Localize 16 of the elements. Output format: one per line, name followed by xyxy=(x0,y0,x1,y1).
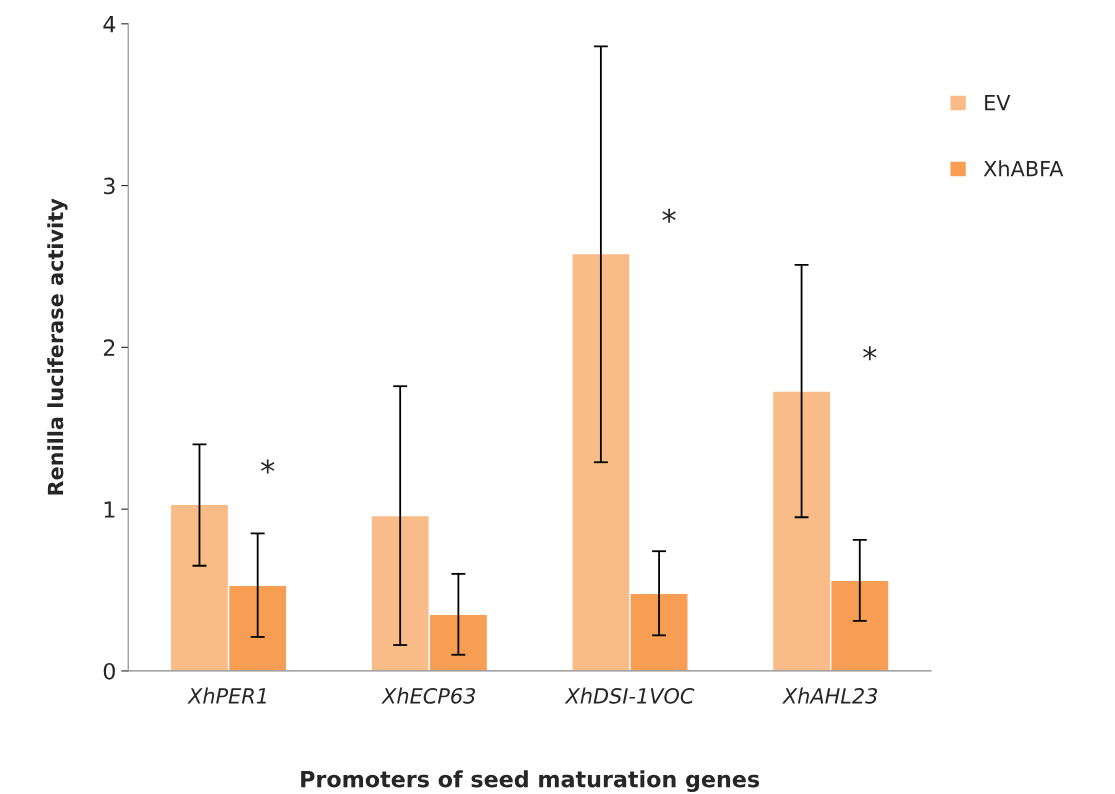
y-tick-label: 3 xyxy=(103,177,115,195)
y-tick-label: 0 xyxy=(103,662,115,680)
annotation: * xyxy=(863,346,877,361)
legend-label: XhABFA xyxy=(983,160,1064,177)
annotation: * xyxy=(662,208,676,223)
x-tick-label: XhPER1 xyxy=(187,687,266,704)
annotation: * xyxy=(260,459,275,474)
x-axis-title: Promoters of seed maturation genes xyxy=(301,770,760,792)
y-axis-title: Renilla luciferase activity xyxy=(47,198,68,495)
x-tick-label: XhDSI-1VOC xyxy=(564,687,695,704)
y-tick-label: 1 xyxy=(104,501,115,518)
x-tick-label: XhECP63 xyxy=(381,687,476,704)
y-tick-label: 4 xyxy=(103,16,116,33)
y-tick-label: 2 xyxy=(103,339,115,356)
x-tick-label: XhAHL23 xyxy=(782,687,878,704)
legend-label: EV xyxy=(985,94,1011,111)
